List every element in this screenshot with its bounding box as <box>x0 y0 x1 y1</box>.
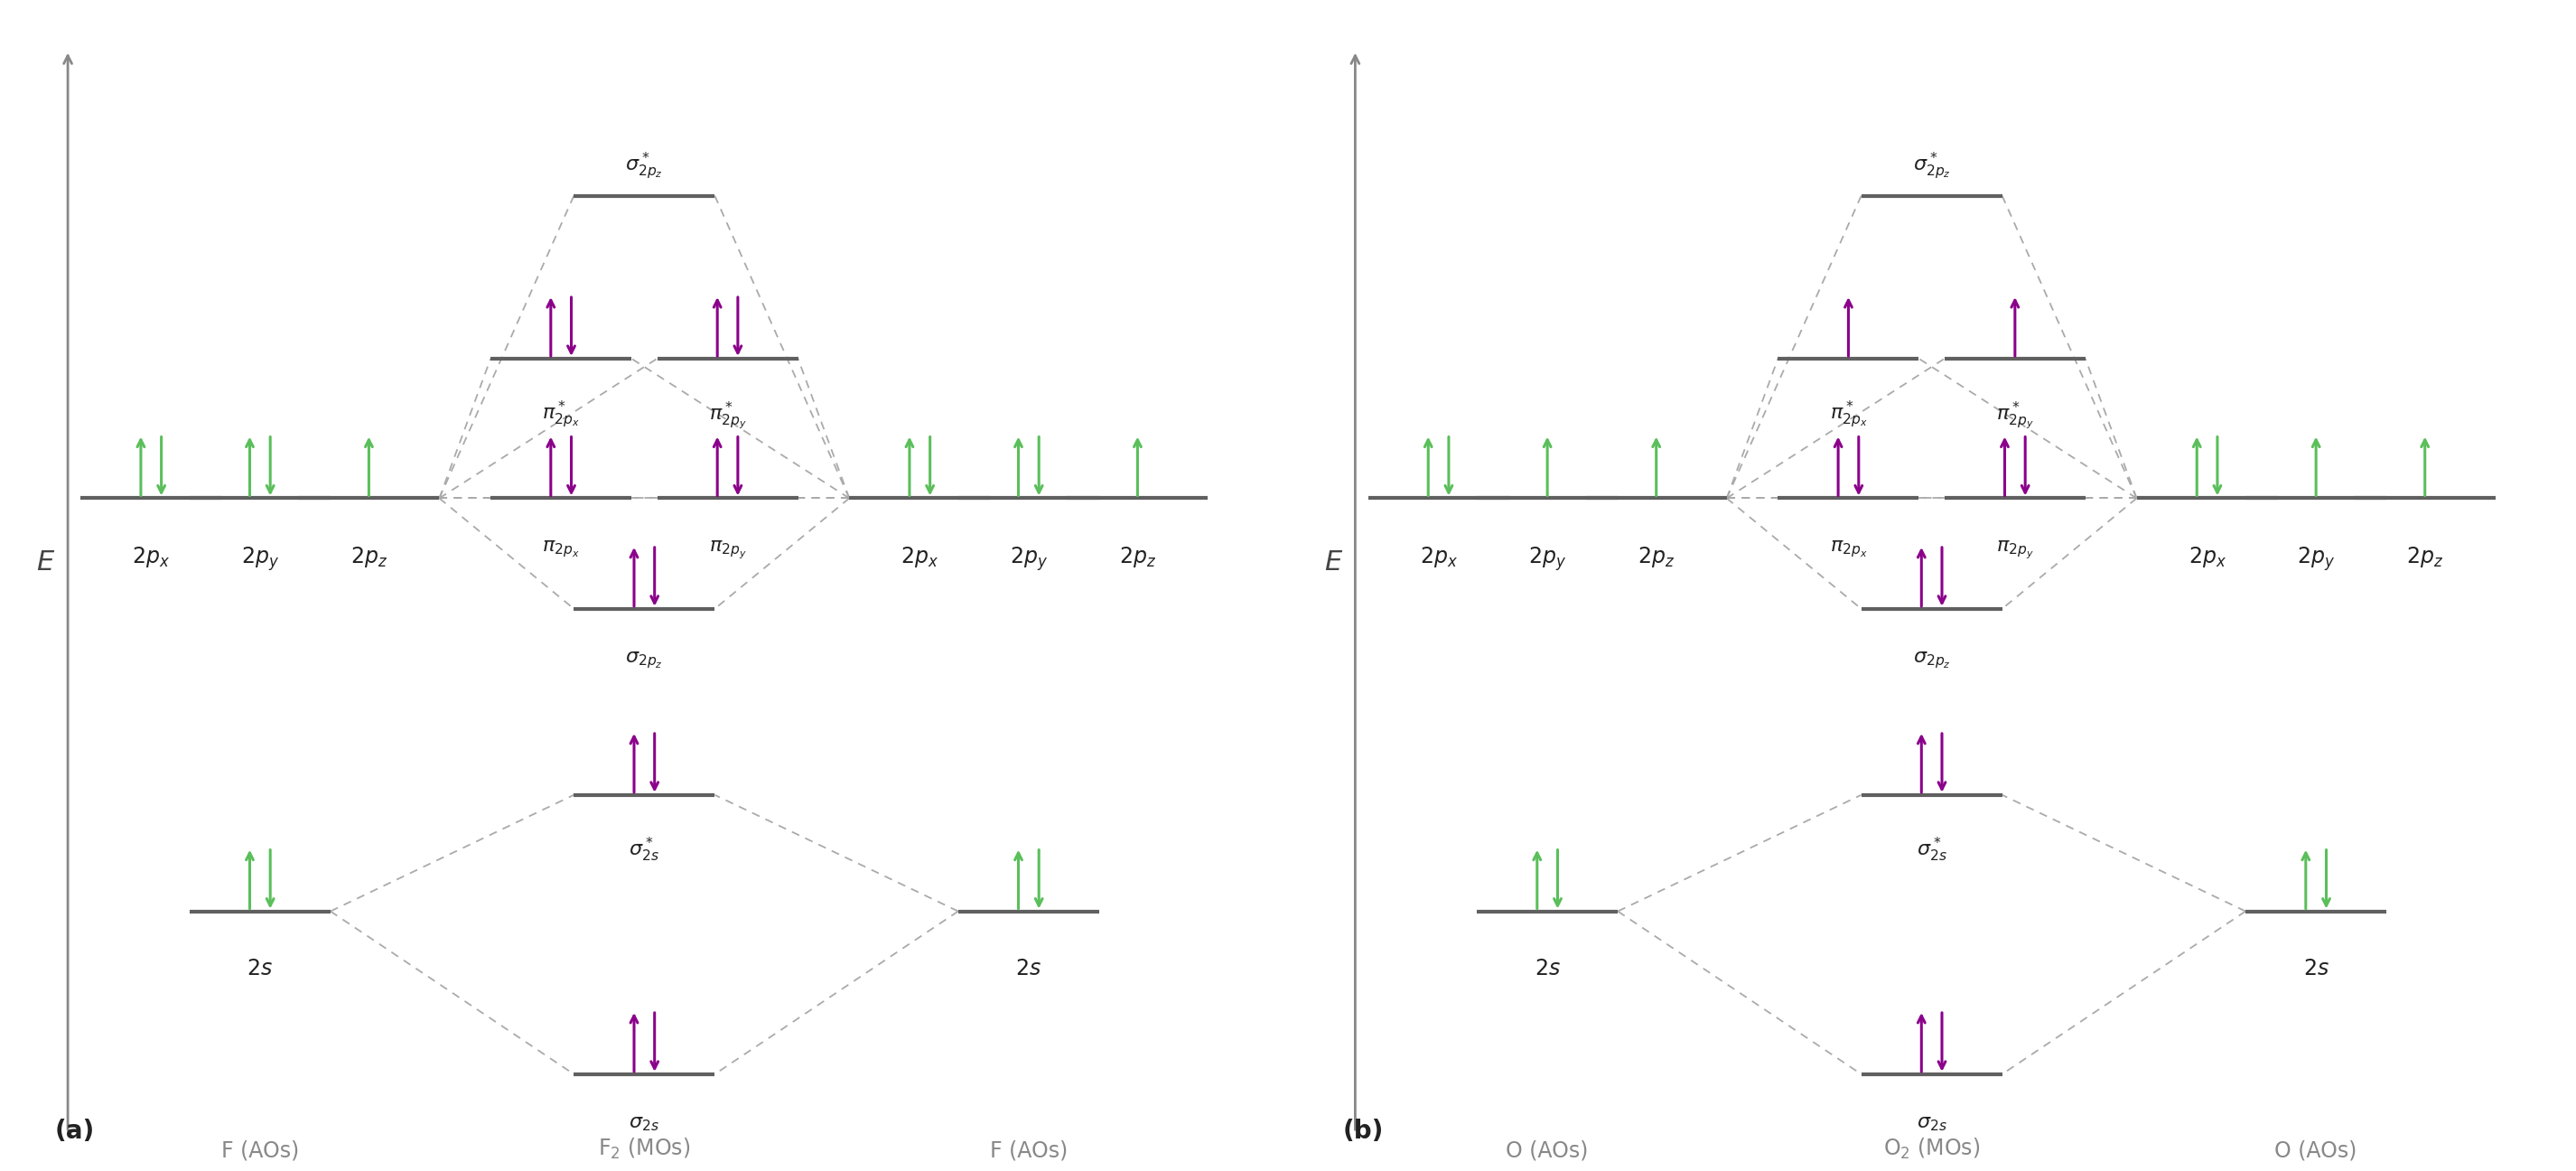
Text: (a): (a) <box>54 1118 95 1144</box>
Text: $\mathit{2p_y}$: $\mathit{2p_y}$ <box>1528 545 1566 573</box>
Text: F (AOs): F (AOs) <box>989 1139 1066 1162</box>
Text: $\mathit{2s}$: $\mathit{2s}$ <box>1015 958 1041 979</box>
Text: $\mathit{2p_y}$: $\mathit{2p_y}$ <box>1010 545 1048 573</box>
Text: $\mathit{2p_z}$: $\mathit{2p_z}$ <box>350 545 386 569</box>
Text: $\mathit{2p_z}$: $\mathit{2p_z}$ <box>2406 545 2445 569</box>
Text: $\sigma^*_{2p_z}$: $\sigma^*_{2p_z}$ <box>626 151 662 182</box>
Text: $\mathit{2p_x}$: $\mathit{2p_x}$ <box>131 545 170 569</box>
Text: $\mathit{2p_x}$: $\mathit{2p_x}$ <box>2187 545 2226 569</box>
Text: F$_2$ (MOs): F$_2$ (MOs) <box>598 1137 690 1162</box>
Text: O$_2$ (MOs): O$_2$ (MOs) <box>1883 1137 1981 1162</box>
Text: $\pi_{2p_y}$: $\pi_{2p_y}$ <box>1996 539 2035 561</box>
Text: $\sigma^*_{2s}$: $\sigma^*_{2s}$ <box>1917 836 1947 864</box>
Text: $\mathit{2s}$: $\mathit{2s}$ <box>1535 958 1561 979</box>
Text: $\mathit{2p_y}$: $\mathit{2p_y}$ <box>242 545 278 573</box>
Text: $\mathit{2s}$: $\mathit{2s}$ <box>2303 958 2329 979</box>
Text: $\mathit{E}$: $\mathit{E}$ <box>1324 549 1342 575</box>
Text: F (AOs): F (AOs) <box>222 1139 299 1162</box>
Text: $\mathit{2p_x}$: $\mathit{2p_x}$ <box>902 545 938 569</box>
Text: $\sigma_{2s}$: $\sigma_{2s}$ <box>629 1115 659 1134</box>
Text: $\mathit{2p_x}$: $\mathit{2p_x}$ <box>1419 545 1458 569</box>
Text: $\mathit{2s}$: $\mathit{2s}$ <box>247 958 273 979</box>
Text: O (AOs): O (AOs) <box>1507 1139 1589 1162</box>
Text: $\pi_{2p_x}$: $\pi_{2p_x}$ <box>1829 539 1868 560</box>
Text: $\mathit{2p_y}$: $\mathit{2p_y}$ <box>2298 545 2334 573</box>
Text: $\sigma_{2s}$: $\sigma_{2s}$ <box>1917 1115 1947 1134</box>
Text: $\sigma^*_{2s}$: $\sigma^*_{2s}$ <box>629 836 659 864</box>
Text: O (AOs): O (AOs) <box>2275 1139 2357 1162</box>
Text: $\mathit{2p_z}$: $\mathit{2p_z}$ <box>1118 545 1157 569</box>
Text: $\sigma_{2p_z}$: $\sigma_{2p_z}$ <box>1914 650 1950 670</box>
Text: (b): (b) <box>1342 1118 1383 1144</box>
Text: $\pi^*_{2p_x}$: $\pi^*_{2p_x}$ <box>541 399 580 431</box>
Text: $\sigma^*_{2p_z}$: $\sigma^*_{2p_z}$ <box>1914 151 1950 182</box>
Text: $\pi^*_{2p_x}$: $\pi^*_{2p_x}$ <box>1829 399 1868 431</box>
Text: $\sigma_{2p_z}$: $\sigma_{2p_z}$ <box>626 650 662 670</box>
Text: $\pi_{2p_x}$: $\pi_{2p_x}$ <box>541 539 580 560</box>
Text: $\mathit{E}$: $\mathit{E}$ <box>36 549 57 575</box>
Text: $\mathit{2p_z}$: $\mathit{2p_z}$ <box>1638 545 1674 569</box>
Text: $\pi^*_{2p_y}$: $\pi^*_{2p_y}$ <box>708 399 747 432</box>
Text: $\pi^*_{2p_y}$: $\pi^*_{2p_y}$ <box>1996 399 2035 432</box>
Text: $\pi_{2p_y}$: $\pi_{2p_y}$ <box>708 539 747 561</box>
